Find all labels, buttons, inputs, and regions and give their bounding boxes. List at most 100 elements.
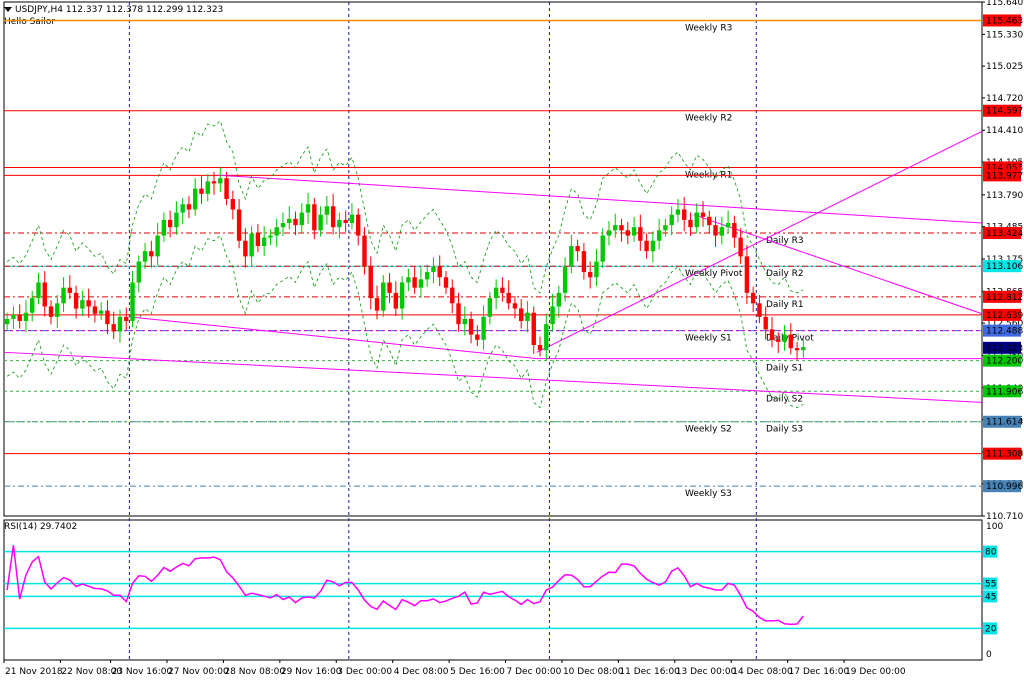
candle-body-63 (399, 282, 405, 309)
candle-body-120 (757, 303, 762, 317)
candle-body-127 (801, 347, 806, 351)
candle-body-47 (299, 212, 304, 226)
candle-body-57 (362, 235, 367, 267)
daily-level-label-5: Daily S2 (766, 394, 803, 404)
price-tick-label-3: 114.720 (986, 94, 1023, 104)
time-tick-label-3: 27 Nov 00:00 (168, 667, 229, 677)
candle-body-98 (619, 225, 624, 231)
rsi-level-label-1: 55 (985, 580, 996, 590)
price-label-8: 112.488 (986, 327, 1023, 337)
candle-body-66 (418, 279, 424, 288)
rsi-level-bg-0 (983, 545, 997, 558)
candle-body-100 (631, 227, 637, 236)
trendline-0 (3, 351, 983, 403)
time-tick-label-5: 29 Nov 16:00 (281, 667, 342, 677)
candle-body-124 (782, 334, 787, 342)
time-tick-label-14: 17 Dec 16:00 (789, 667, 850, 677)
candle-body-101 (638, 227, 643, 241)
weekly-level-label-4: Weekly S1 (685, 334, 732, 344)
price-label-bg-14 (983, 480, 1021, 493)
envelope-lower (6, 234, 804, 409)
candle-body-106 (669, 214, 674, 226)
candle-body-1 (11, 314, 16, 319)
candle-body-26 (167, 219, 173, 228)
candle-body-108 (682, 209, 687, 220)
time-tick-label-13: 14 Dec 08:00 (732, 667, 793, 677)
candle-body-119 (750, 292, 756, 304)
candle-body-31 (199, 188, 204, 194)
candle-body-15 (98, 310, 104, 314)
candle-body-82 (519, 308, 524, 322)
rsi-level-bg-1 (983, 577, 997, 590)
price-tick-label-4: 114.410 (986, 126, 1023, 136)
candle-body-4 (30, 298, 35, 313)
price-tick-label-8: 113.175 (986, 255, 1023, 265)
candle-body-87 (550, 306, 555, 325)
daily-level-label-4: Daily S1 (766, 364, 803, 374)
price-label-bg-9 (983, 341, 1021, 354)
price-label-bg-11 (983, 385, 1021, 398)
time-tick-label-12: 13 Dec 00:00 (676, 667, 737, 677)
candle-body-36 (230, 199, 236, 210)
candle-body-103 (650, 240, 656, 252)
dropdown-triangle-icon[interactable] (4, 7, 12, 12)
candle-body-8 (55, 303, 60, 317)
candle-body-80 (506, 292, 511, 304)
candle-body-45 (287, 218, 292, 224)
candle-body-39 (249, 233, 254, 257)
price-label-9: 112.323 (986, 344, 1023, 354)
price-label-13: 111.308 (986, 450, 1023, 460)
weekly-level-label-6: Weekly S3 (685, 489, 732, 499)
daily-level-label-6: Daily S3 (766, 425, 803, 435)
candle-body-42 (268, 235, 273, 238)
candle-body-122 (769, 329, 775, 340)
candle-body-77 (487, 298, 493, 317)
price-label-4: 113.424 (986, 229, 1023, 239)
candle-body-116 (732, 223, 737, 238)
price-tick-label-2: 115.025 (986, 62, 1023, 72)
candle-body-78 (493, 287, 499, 299)
candle-body-61 (387, 282, 392, 293)
price-label-bg-1 (983, 104, 1021, 117)
candles-layer (4, 120, 806, 409)
rsi-axis-label-0: 100 (986, 522, 1003, 532)
candle-body-3 (23, 312, 29, 322)
candle-body-123 (776, 339, 781, 342)
candle-body-7 (48, 306, 54, 317)
candle-body-46 (293, 218, 298, 226)
candle-body-60 (381, 282, 386, 311)
candle-body-68 (431, 266, 436, 273)
price-label-2: 114.053 (986, 163, 1023, 173)
candle-body-121 (763, 316, 768, 330)
candle-body-95 (600, 235, 605, 262)
rsi-axis-label-1: 0 (986, 650, 992, 660)
rsi-pane-frame (3, 519, 983, 661)
price-label-11: 111.906 (986, 387, 1023, 397)
candle-body-25 (161, 219, 167, 236)
candle-body-111 (700, 212, 706, 217)
price-label-bg-13 (983, 447, 1021, 460)
candle-body-10 (67, 287, 73, 293)
rsi-level-label-3: 20 (985, 624, 997, 634)
candle-body-126 (794, 348, 800, 351)
candle-body-0 (4, 318, 10, 325)
candle-body-27 (174, 212, 179, 228)
candle-body-93 (587, 272, 593, 278)
price-tick-label-6: 113.790 (986, 191, 1023, 201)
candle-body-44 (280, 223, 286, 228)
price-label-bg-3 (983, 169, 1021, 182)
rsi-level-bg-3 (983, 622, 997, 635)
candle-body-38 (243, 240, 248, 257)
candle-body-105 (663, 225, 668, 231)
candle-body-76 (481, 316, 486, 340)
price-label-bg-10 (983, 354, 1021, 367)
price-label-6: 112.812 (986, 293, 1023, 303)
candle-body-18 (117, 316, 123, 332)
candle-body-71 (450, 287, 455, 304)
candle-body-65 (412, 277, 417, 288)
candle-body-23 (149, 251, 154, 257)
daily-level-label-2: Daily R1 (766, 300, 804, 310)
candle-body-114 (719, 227, 725, 236)
candle-body-110 (694, 212, 699, 228)
